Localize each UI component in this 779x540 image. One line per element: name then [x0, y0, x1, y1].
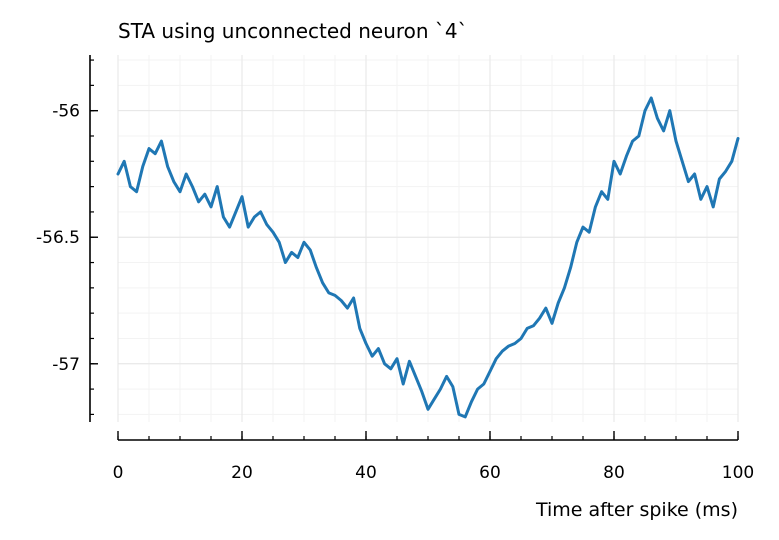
series-line: [116, 96, 740, 419]
x-tick-label: 40: [355, 463, 377, 483]
y-axis: -56 -56.5 -57: [36, 55, 98, 422]
x-axis-label: Time after spike (ms): [535, 499, 738, 521]
x-tick-label: 20: [231, 463, 253, 483]
x-tick-label: 80: [603, 463, 625, 483]
chart-title: STA using unconnected neuron `4`: [118, 19, 468, 43]
y-tick-label: -56.5: [36, 228, 80, 248]
y-tick-label: -56: [52, 102, 80, 122]
series-group: [116, 96, 740, 419]
x-tick-label: 60: [479, 463, 501, 483]
grid: [117, 55, 739, 422]
x-tick-label: 100: [722, 463, 754, 483]
y-tick-label: -57: [52, 355, 80, 375]
x-tick-label: 0: [113, 463, 124, 483]
x-axis: 0 20 40 60 80 100: [113, 431, 754, 483]
